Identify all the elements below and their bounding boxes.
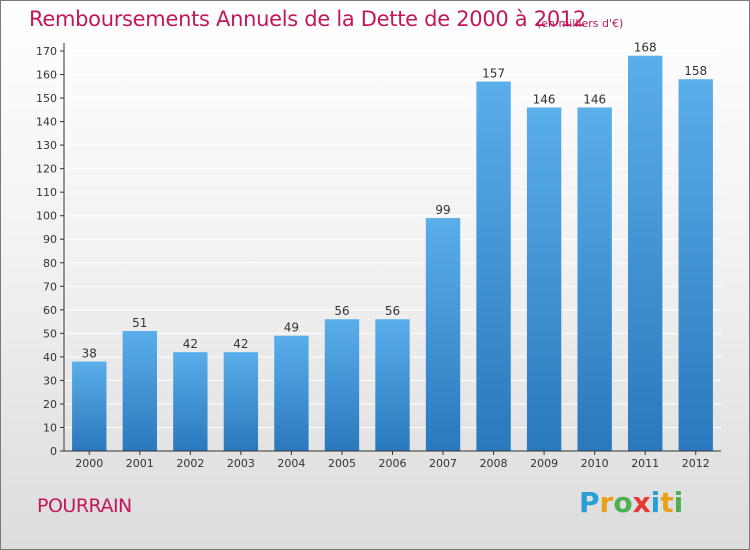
- y-tick-label: 30: [43, 374, 57, 387]
- data-label: 168: [634, 41, 657, 55]
- y-tick-label: 140: [36, 116, 57, 129]
- data-label: 158: [684, 64, 707, 78]
- y-tick-label: 170: [36, 45, 57, 58]
- proxiti-logo: Proxiti: [579, 486, 683, 519]
- y-tick-label: 20: [43, 398, 57, 411]
- data-label: 56: [385, 304, 400, 318]
- y-tick-label: 60: [43, 304, 57, 317]
- x-tick-label: 2011: [631, 457, 659, 470]
- chart-title: Remboursements Annuels de la Dette de 20…: [29, 7, 586, 31]
- bar: [375, 319, 410, 451]
- data-label: 99: [435, 203, 450, 217]
- y-tick-label: 150: [36, 92, 57, 105]
- bar: [577, 107, 612, 452]
- logo-letter: r: [599, 486, 614, 519]
- bar: [678, 79, 713, 451]
- y-tick-label: 40: [43, 351, 57, 364]
- data-label: 42: [233, 337, 248, 351]
- y-tick-label: 80: [43, 257, 57, 270]
- y-tick-label: 120: [36, 163, 57, 176]
- bar: [324, 319, 360, 451]
- data-label: 146: [583, 92, 606, 106]
- data-label: 51: [132, 316, 147, 330]
- unit-note: (en milliers d'€): [537, 17, 624, 30]
- x-tick-label: 2010: [581, 457, 609, 470]
- data-label: 38: [82, 347, 97, 361]
- x-tick-label: 2004: [277, 457, 305, 470]
- data-label: 146: [533, 92, 556, 106]
- y-tick-label: 50: [43, 327, 57, 340]
- logo-letter: x: [632, 486, 651, 519]
- x-tick-label: 2008: [480, 457, 508, 470]
- x-tick-label: 2000: [75, 457, 103, 470]
- bars: [72, 55, 713, 452]
- logo-letter: P: [579, 486, 600, 519]
- bar: [122, 331, 157, 451]
- y-tick-label: 70: [43, 280, 57, 293]
- axes: 0 10 20 30 40 50 60 70 80 90 100 110 120 130 140 150 160…: [36, 43, 721, 470]
- x-tick-label: 2001: [126, 457, 154, 470]
- x-tick-label: 2003: [227, 457, 255, 470]
- bar: [223, 352, 259, 451]
- logo-letter: i: [650, 486, 661, 519]
- logo-letter: i: [673, 486, 684, 519]
- y-tick-label: 0: [50, 445, 57, 458]
- x-tick-label: 2012: [682, 457, 710, 470]
- x-tick-label: 2002: [176, 457, 204, 470]
- bar: [274, 335, 309, 451]
- x-tick-label: 2009: [530, 457, 558, 470]
- bar: [425, 218, 461, 451]
- y-tick-label: 10: [43, 421, 57, 434]
- x-tick-label: 2007: [429, 457, 457, 470]
- x-tick-label: 2005: [328, 457, 356, 470]
- data-label: 42: [183, 337, 198, 351]
- y-tick-label: 110: [36, 186, 57, 199]
- bar: [526, 107, 562, 452]
- logo-letter: t: [660, 486, 674, 519]
- commune-name: POURRAIN: [37, 495, 132, 517]
- y-tick-label: 100: [36, 210, 57, 223]
- y-tick-label: 90: [43, 233, 57, 246]
- logo-letter: o: [613, 486, 633, 519]
- bar: [628, 55, 663, 452]
- bar: [173, 352, 208, 451]
- data-label: 49: [284, 321, 299, 335]
- x-tick-label: 2006: [379, 457, 407, 470]
- y-tick-label: 130: [36, 139, 57, 152]
- data-label: 157: [482, 67, 505, 81]
- y-tick-label: 160: [36, 69, 57, 82]
- data-labels: 38 51 42 42 49 56 56 99 157 146 146 168 158: [82, 41, 708, 361]
- bar: [476, 81, 511, 452]
- data-label: 56: [334, 304, 349, 318]
- bar: [72, 361, 107, 451]
